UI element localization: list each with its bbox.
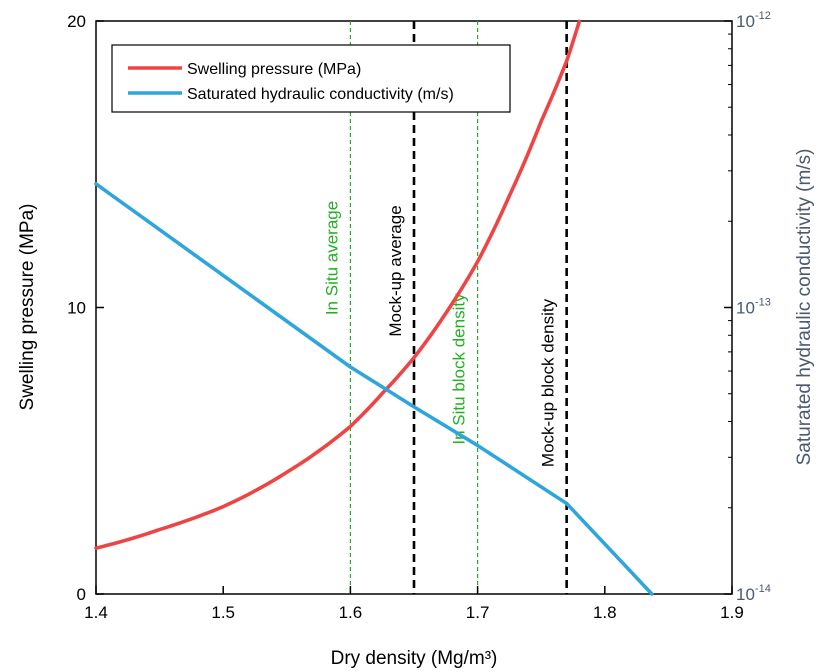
x-tick-label: 1.4	[84, 603, 108, 622]
y-tick-label: 10	[67, 299, 86, 318]
legend-box	[111, 44, 511, 113]
axes: 1.4 1.5 1.6 1.7 1.8 1.9 0 10 20 10-14 10-13 10-12	[67, 10, 771, 622]
reference-line-label: Mock-up block density	[539, 298, 558, 467]
y2-tick-label: 10-12	[736, 10, 771, 31]
x-tick-label: 1.5	[211, 603, 235, 622]
legend-label: Swelling pressure (MPa)	[187, 61, 361, 78]
y-tick-label: 20	[67, 12, 86, 31]
reference-line-label: Mock-up average	[386, 205, 405, 336]
series-line	[94, 182, 654, 596]
y2-tick-label: 10-13	[736, 297, 771, 318]
x-axis-label: Dry density (Mg/m³)	[331, 648, 498, 669]
y2-axis-label: Saturated hydraulic conductivity (m/s)	[794, 149, 815, 466]
reference-line-label: In Situ average	[322, 201, 341, 315]
reference-line-label: In Situ block density	[450, 293, 469, 445]
legend-label: Saturated hydraulic conductivity (m/s)	[187, 86, 454, 103]
y-axis-label: Swelling pressure (MPa)	[17, 204, 38, 411]
y-tick-label: 0	[77, 585, 86, 604]
x-tick-label: 1.9	[720, 603, 744, 622]
y2-tick-label: 10-14	[736, 583, 771, 604]
reference-lines: In Situ average Mock-up average In Situ bl…	[322, 21, 568, 594]
x-tick-label: 1.8	[593, 603, 617, 622]
series-line	[94, 19, 582, 550]
x-tick-label: 1.7	[466, 603, 490, 622]
x-tick-label: 1.6	[339, 603, 363, 622]
series-layer	[94, 19, 654, 596]
legend: Swelling pressure (MPa) Saturated hydraul…	[111, 44, 511, 113]
